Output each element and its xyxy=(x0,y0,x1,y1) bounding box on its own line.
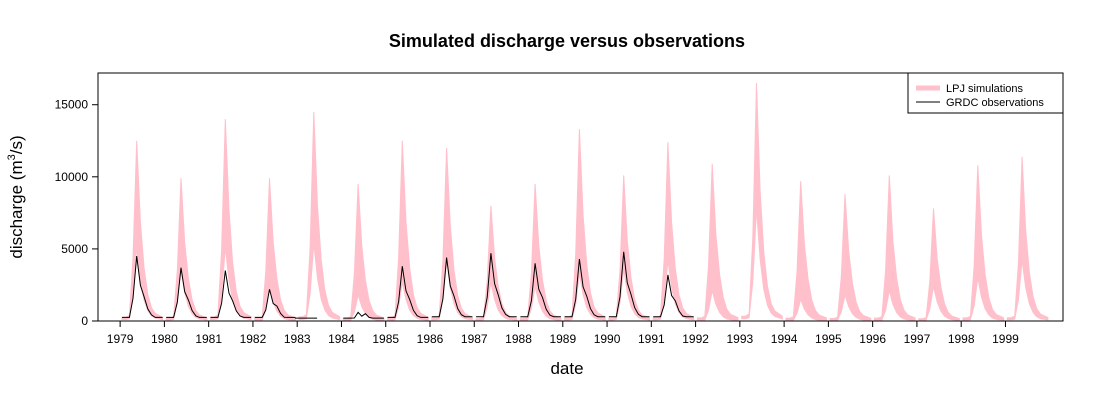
x-tick-label: 1992 xyxy=(682,332,709,346)
legend-label-observations: GRDC observations xyxy=(946,97,1044,109)
y-tick-label: 5000 xyxy=(61,242,88,256)
simulation-band-year xyxy=(1006,156,1049,321)
simulation-band-year xyxy=(962,165,1005,321)
x-tick-label: 1997 xyxy=(904,332,931,346)
simulation-band-year xyxy=(431,147,473,321)
plot-frame xyxy=(97,72,1064,322)
y-axis-label: discharge (m3/s) xyxy=(6,135,26,258)
x-tick-label: 1990 xyxy=(594,332,621,346)
x-tick-label: 1989 xyxy=(549,332,576,346)
observation-line-year xyxy=(166,267,207,318)
observation-line-year xyxy=(653,274,694,318)
y-axis-label-main: discharge (m xyxy=(7,160,26,258)
simulation-band-year xyxy=(165,178,208,321)
observation-line-year xyxy=(343,311,384,319)
simulation-band-year xyxy=(475,205,518,321)
x-tick-label: 1996 xyxy=(859,332,886,346)
x-tick-label: 1983 xyxy=(284,332,311,346)
x-tick-label: 1995 xyxy=(815,332,842,346)
legend: LPJ simulations GRDC observations xyxy=(907,72,1064,114)
observation-line-year xyxy=(520,263,561,318)
x-tick-label: 1987 xyxy=(461,332,488,346)
simulation-band-year xyxy=(298,111,341,321)
simulation-band-year xyxy=(918,208,960,321)
y-axis-label-tail: /s) xyxy=(7,135,26,154)
simulation-band-year xyxy=(785,181,827,322)
simulation-band-year xyxy=(652,142,695,321)
x-tick-label: 1993 xyxy=(727,332,754,346)
x-tick-label: 1991 xyxy=(638,332,665,346)
x-tick-label: 1979 xyxy=(107,332,134,346)
x-tick-label: 1984 xyxy=(328,332,355,346)
x-axis-label: date xyxy=(550,359,583,378)
legend-label-simulations: LPJ simulations xyxy=(946,83,1024,95)
chart-title: Simulated discharge versus observations xyxy=(389,31,745,51)
x-tick-label: 1985 xyxy=(372,332,399,346)
x-tick-label: 1986 xyxy=(417,332,444,346)
observation-line-year xyxy=(254,289,296,318)
observation-line-year xyxy=(122,256,163,318)
x-axis: 1979 1980 1981 1982 1983 1984 1985 1986 1987 1988… xyxy=(107,321,1019,346)
observation-line-year xyxy=(476,253,517,318)
simulation-band-year xyxy=(874,175,916,321)
simulation-band-year xyxy=(608,175,650,321)
observation-line-year xyxy=(431,257,473,318)
simulation-band-year xyxy=(387,140,429,321)
y-axis-label-superscript: 3 xyxy=(6,154,18,160)
observation-line-year xyxy=(608,251,650,318)
simulation-band-year xyxy=(519,183,562,321)
x-tick-label: 1998 xyxy=(948,332,975,346)
simulation-band-year xyxy=(254,178,296,321)
simulation-band-layer xyxy=(121,83,1049,322)
y-tick-label: 0 xyxy=(81,314,88,328)
y-tick-label: 10000 xyxy=(55,170,89,184)
x-tick-label: 1999 xyxy=(992,332,1019,346)
x-tick-label: 1981 xyxy=(195,332,222,346)
x-tick-label: 1988 xyxy=(505,332,532,346)
observation-line-year xyxy=(387,266,429,318)
simulation-band-year xyxy=(741,83,783,320)
simulation-band-year xyxy=(696,163,739,321)
y-tick-label: 15000 xyxy=(55,98,89,112)
x-tick-label: 1980 xyxy=(151,332,178,346)
observation-line-year xyxy=(564,258,606,318)
simulation-band-year xyxy=(564,129,606,321)
x-tick-label: 1982 xyxy=(240,332,267,346)
simulation-band-year xyxy=(210,119,252,321)
legend-box xyxy=(907,72,1064,114)
observation-line-layer xyxy=(122,251,694,319)
simulation-band-year xyxy=(342,183,385,322)
y-axis: 0 5000 10000 15000 xyxy=(55,98,98,328)
observation-line-year xyxy=(210,270,252,318)
simulation-band-year xyxy=(829,194,872,322)
x-tick-label: 1994 xyxy=(771,332,798,346)
